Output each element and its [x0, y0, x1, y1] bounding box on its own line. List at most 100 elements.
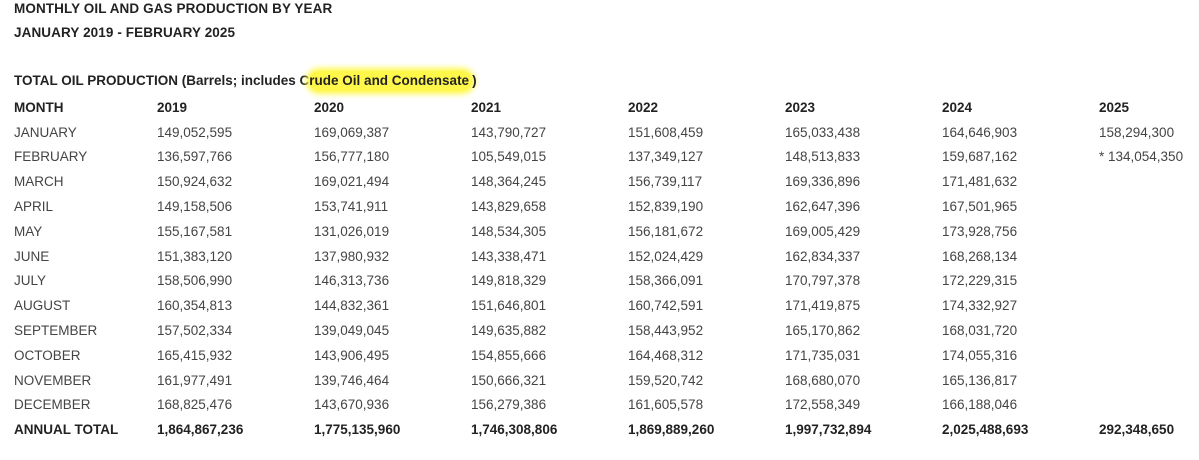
- value-cell: 156,739,117: [628, 174, 703, 190]
- value-cell: [1099, 343, 1199, 368]
- section-title-highlight: rude Oil and Condensate: [309, 71, 473, 91]
- value-cell: 172,229,315: [942, 273, 1018, 289]
- value-cell: 168,680,070: [785, 372, 861, 388]
- value-cell: 149,818,329: [471, 273, 547, 289]
- month-cell: JANUARY: [14, 124, 77, 140]
- value-cell: 171,419,875: [785, 298, 861, 314]
- value-cell: 149,052,595: [157, 124, 233, 140]
- value-cell: 131,026,019: [314, 223, 390, 239]
- value-cell: 171,735,031: [785, 347, 861, 363]
- month-cell: MARCH: [14, 174, 64, 190]
- month-cell: MAY: [14, 223, 43, 239]
- month-cell: AUGUST: [14, 298, 71, 314]
- value-cell: 144,832,361: [314, 298, 390, 314]
- value-cell: 105,549,015: [471, 149, 547, 165]
- value-cell: [1099, 368, 1199, 393]
- header-month: MONTH: [14, 99, 64, 115]
- value-cell: 151,383,120: [157, 248, 233, 264]
- table-row: AUGUST 160,354,813 144,832,361 151,646,801 1…: [14, 293, 1199, 318]
- page-title: MONTHLY OIL AND GAS PRODUCTION BY YEAR: [14, 1, 333, 16]
- value-cell: 173,928,756: [942, 223, 1018, 239]
- value-cell: 168,825,476: [157, 397, 233, 413]
- value-cell: 152,839,190: [628, 199, 704, 215]
- value-cell: 156,279,386: [471, 397, 547, 413]
- month-cell: APRIL: [14, 199, 54, 215]
- total-value-cell: 1,869,889,260: [628, 422, 715, 438]
- value-cell: 158,366,091: [628, 273, 704, 289]
- total-label-cell: ANNUAL TOTAL: [14, 422, 119, 438]
- table-row: JANUARY 149,052,595 169,069,387 143,790,727…: [14, 120, 1199, 145]
- header-2022: 2022: [628, 99, 659, 115]
- value-cell: 167,501,965: [942, 199, 1018, 215]
- table-row: MAY 155,167,581 131,026,019 148,534,305 156,…: [14, 219, 1199, 244]
- total-value-cell: 1,864,867,236: [157, 422, 244, 438]
- table-row: DECEMBER 168,825,476 143,670,936 156,279,38…: [14, 393, 1199, 418]
- value-cell: [1099, 293, 1199, 318]
- header-2020: 2020: [314, 99, 345, 115]
- table-row: APRIL 149,158,506 153,741,911 143,829,658 15…: [14, 194, 1199, 219]
- table-row: MARCH 150,924,632 169,021,494 148,364,245 15…: [14, 169, 1199, 194]
- value-cell: 169,336,896: [785, 174, 861, 190]
- month-cell: SEPTEMBER: [14, 323, 98, 339]
- value-cell: 161,977,491: [157, 372, 233, 388]
- header-2021: 2021: [471, 99, 502, 115]
- section-title-suffix: ): [472, 73, 477, 88]
- value-cell: 143,829,658: [471, 199, 547, 215]
- table-row: SEPTEMBER 157,502,334 139,049,045 149,635,8…: [14, 318, 1199, 343]
- value-cell: 158,294,300: [1099, 124, 1175, 140]
- value-cell: 161,605,578: [628, 397, 704, 413]
- value-cell: 143,790,727: [471, 124, 547, 140]
- table-row: FEBRUARY 136,597,766 156,777,180 105,549,01…: [14, 145, 1199, 170]
- value-cell: [1099, 318, 1199, 343]
- total-value-cell: 2,025,488,693: [942, 422, 1029, 438]
- month-cell: DECEMBER: [14, 397, 91, 413]
- value-cell: 158,443,952: [628, 323, 704, 339]
- month-cell: NOVEMBER: [14, 372, 92, 388]
- value-cell: 165,415,932: [157, 347, 233, 363]
- header-2025: 2025: [1099, 99, 1130, 115]
- value-cell: 168,268,134: [942, 248, 1018, 264]
- value-cell: 160,354,813: [157, 298, 233, 314]
- value-cell: 169,005,429: [785, 223, 861, 239]
- month-cell: JUNE: [14, 248, 50, 264]
- value-cell: 149,158,506: [157, 199, 233, 215]
- value-cell: 162,834,337: [785, 248, 861, 264]
- value-cell: 172,558,349: [785, 397, 861, 413]
- total-value-cell: 1,775,135,960: [314, 422, 401, 438]
- value-cell: 164,646,903: [942, 124, 1018, 140]
- value-cell: 174,055,316: [942, 347, 1018, 363]
- month-cell: OCTOBER: [14, 347, 81, 363]
- value-cell: 139,746,464: [314, 372, 390, 388]
- value-cell: 143,670,936: [314, 397, 390, 413]
- value-cell: 151,646,801: [471, 298, 547, 314]
- value-cell: 150,924,632: [157, 174, 233, 190]
- document-page: MONTHLY OIL AND GAS PRODUCTION BY YEAR J…: [14, 0, 1199, 460]
- value-cell: 148,534,305: [471, 223, 547, 239]
- production-table: MONTH 2019 2020 2021 2022 2023 2024 2025…: [14, 95, 1199, 442]
- header-2024: 2024: [942, 99, 973, 115]
- value-cell: 165,170,862: [785, 323, 861, 339]
- value-cell: 158,506,990: [157, 273, 233, 289]
- value-cell: 137,349,127: [628, 149, 704, 165]
- value-cell: * 134,054,350: [1099, 149, 1184, 165]
- value-cell: 155,167,581: [157, 223, 233, 239]
- value-cell: 170,797,378: [785, 273, 861, 289]
- total-value-cell: 1,746,308,806: [471, 422, 558, 438]
- value-cell: 151,608,459: [628, 124, 704, 140]
- month-cell: JULY: [14, 273, 47, 289]
- value-cell: 143,338,471: [471, 248, 547, 264]
- value-cell: 168,031,720: [942, 323, 1018, 339]
- value-cell: 165,136,817: [942, 372, 1018, 388]
- table-header-row: MONTH 2019 2020 2021 2022 2023 2024 2025: [14, 95, 1199, 120]
- value-cell: 166,188,046: [942, 397, 1018, 413]
- value-cell: 157,502,334: [157, 323, 233, 339]
- value-cell: 174,332,927: [942, 298, 1018, 314]
- section-title-prefix: TOTAL OIL PRODUCTION (Barrels; includes …: [14, 73, 310, 88]
- value-cell: 165,033,438: [785, 124, 861, 140]
- value-cell: 153,741,911: [314, 199, 389, 215]
- table-row: NOVEMBER 161,977,491 139,746,464 150,666,32…: [14, 368, 1199, 393]
- section-title: TOTAL OIL PRODUCTION (Barrels; includes …: [14, 71, 477, 91]
- header-2019: 2019: [157, 99, 188, 115]
- value-cell: 152,024,429: [628, 248, 704, 264]
- page-subtitle: JANUARY 2019 - FEBRUARY 2025: [14, 25, 236, 40]
